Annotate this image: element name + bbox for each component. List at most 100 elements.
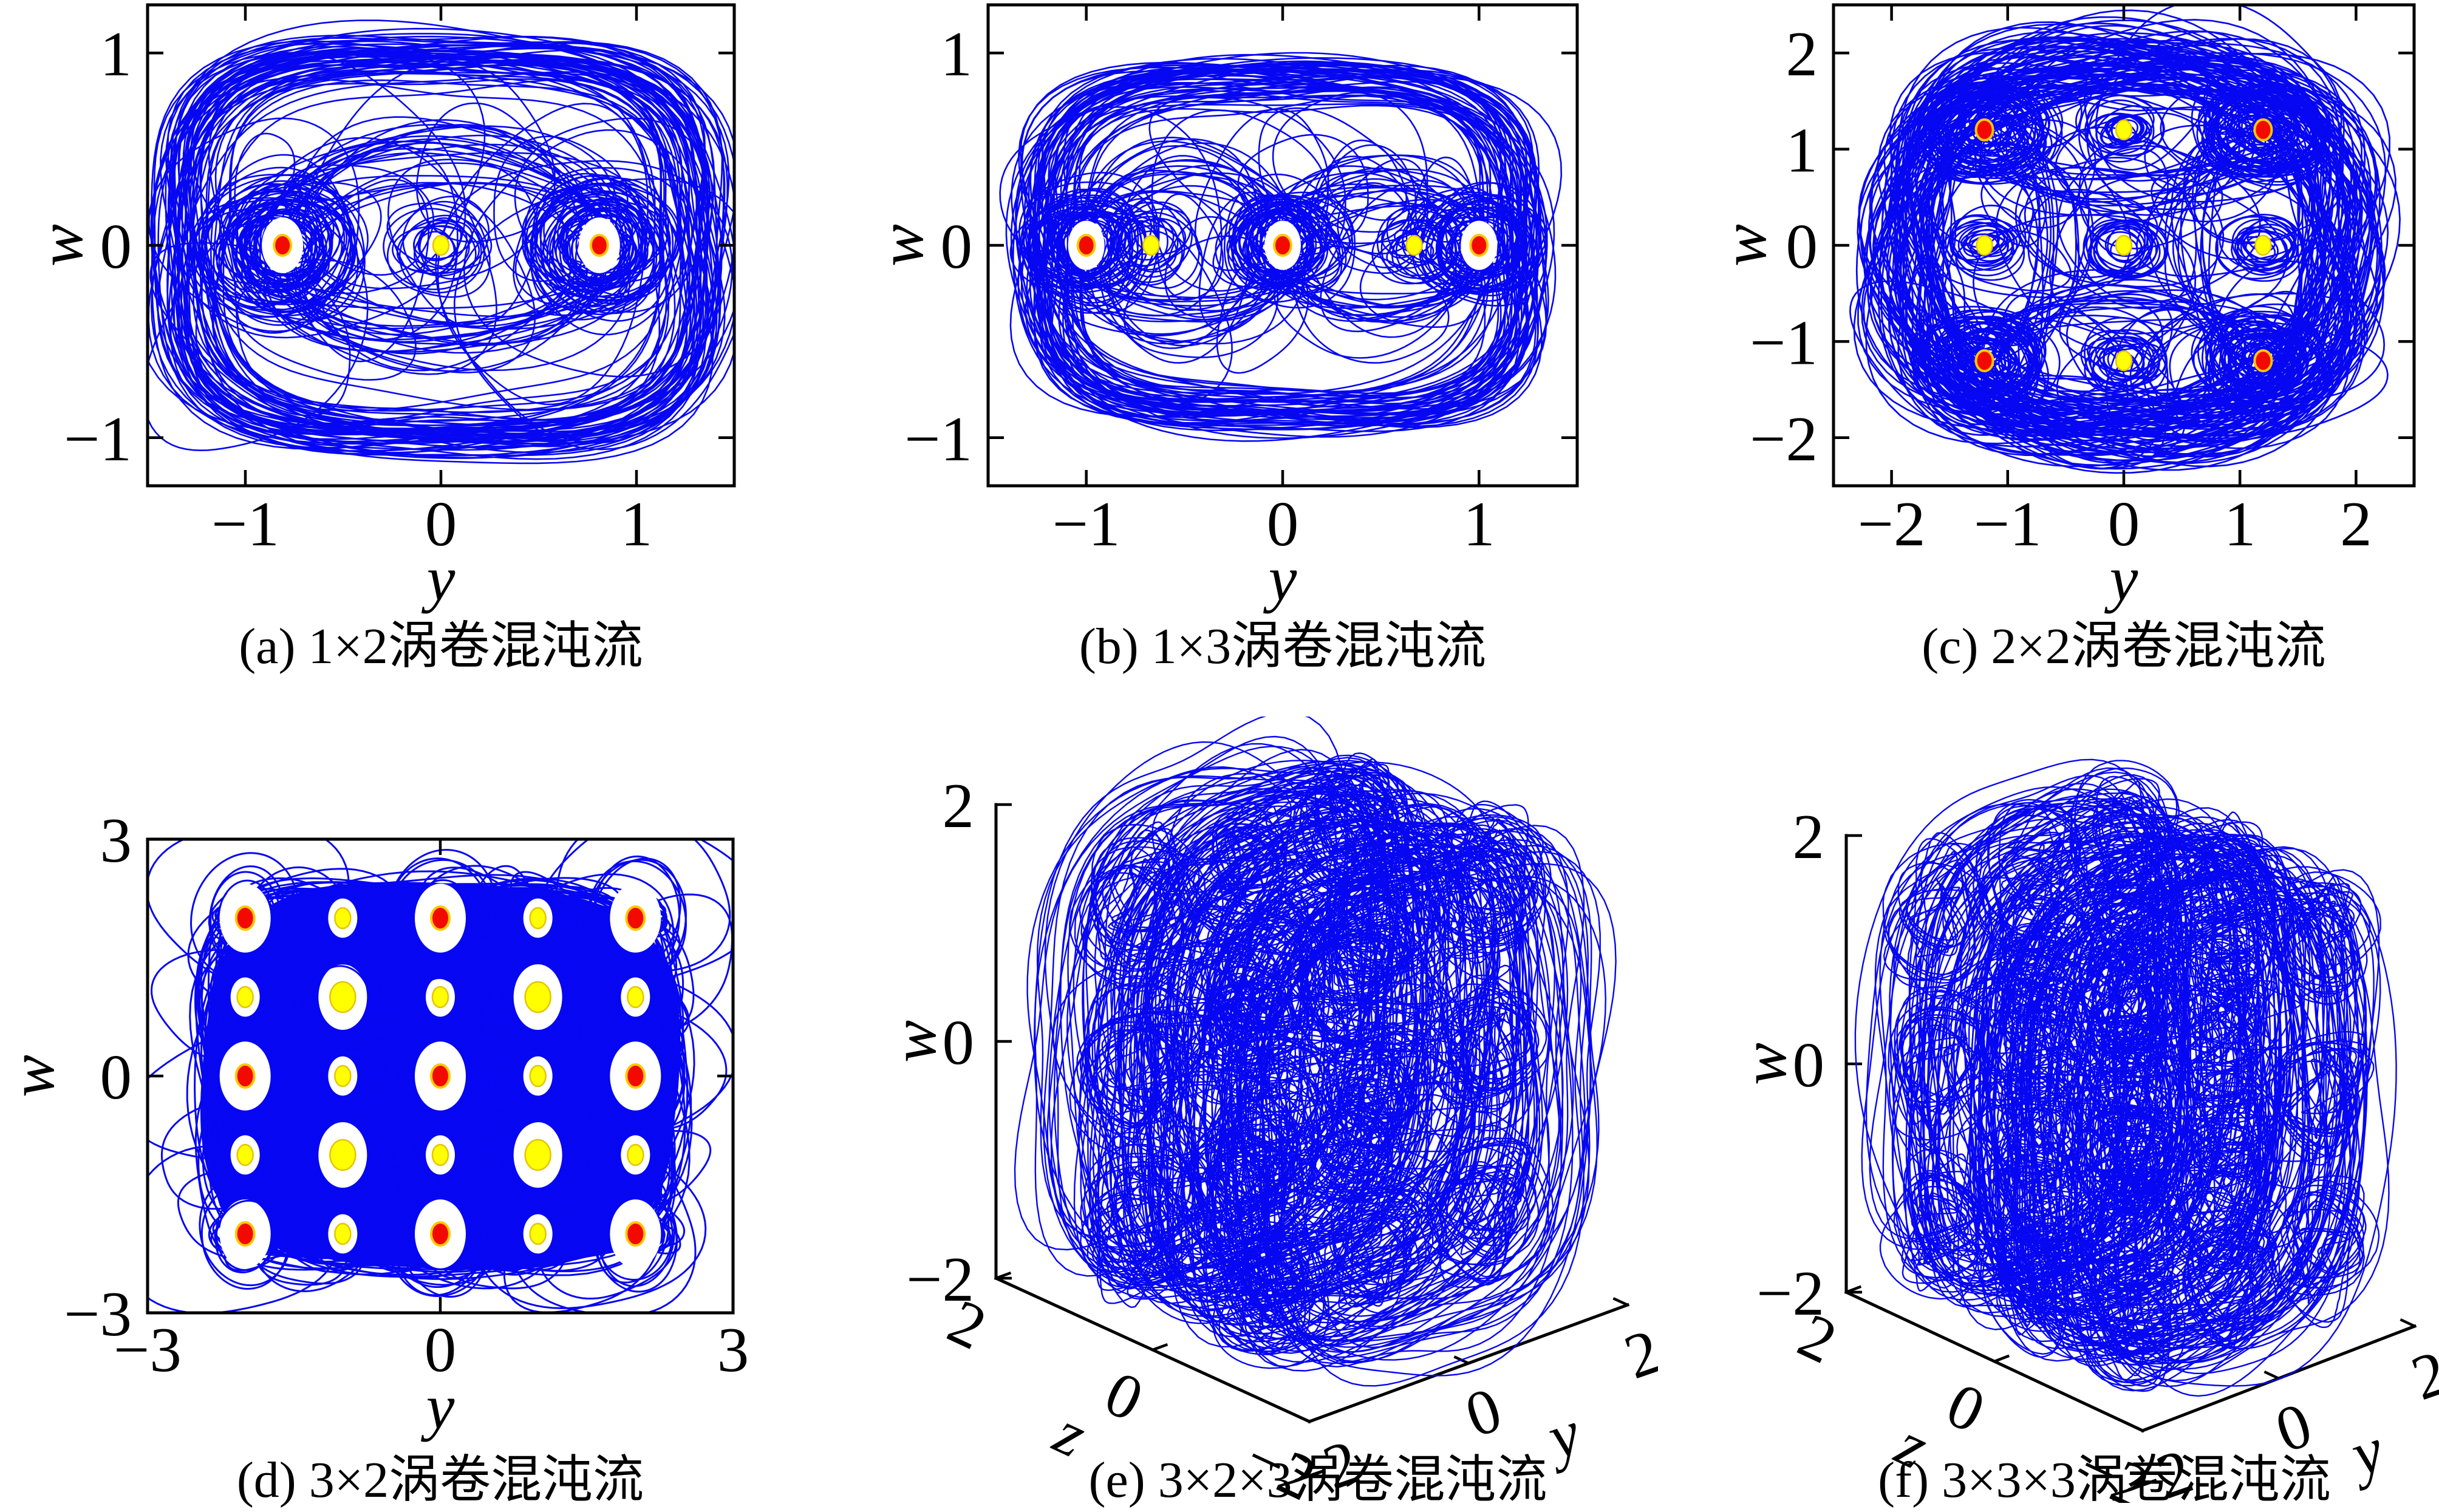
x-tick-label: −3 xyxy=(114,1314,182,1385)
y-tick-label: 2 xyxy=(1786,18,1818,89)
subplot-b-plot: −1 0 1 1 0 −1 y w xyxy=(865,3,1579,614)
subplot-c: −2 −1 0 1 2 2 1 0 −1 −2 y w (c) 2×2涡卷混沌流 xyxy=(1634,0,2439,717)
saddle-point-large xyxy=(524,981,551,1013)
y-axis-label: y xyxy=(2337,1414,2392,1492)
scroll-equilibrium-point xyxy=(430,1063,451,1089)
scroll-equilibrium-point xyxy=(1974,349,1994,373)
x-tick-label: 0 xyxy=(425,1314,457,1385)
tick-marks xyxy=(1834,5,2414,486)
saddle-point xyxy=(432,234,450,256)
x-tick-label: 2 xyxy=(2340,488,2372,559)
equilibrium-points xyxy=(234,905,646,1247)
saddle-point xyxy=(529,1222,547,1245)
y-axis-label: w xyxy=(0,1055,67,1097)
x-tick-label: 0 xyxy=(2108,488,2140,559)
subplot-a: −1 0 1 1 0 −1 y w (a) 1×2涡卷混沌流 xyxy=(0,0,814,717)
y-tick-label: 2 xyxy=(1616,1315,1658,1393)
saddle-point-large xyxy=(329,1139,356,1171)
saddle-point-large xyxy=(329,981,356,1013)
saddle-point xyxy=(431,986,449,1009)
scroll-equilibrium-point xyxy=(625,1221,646,1247)
scroll-equilibrium-point xyxy=(1974,118,1994,141)
subplot-d: −3 0 3 3 0 −3 y w (d) 3×2涡卷混沌流 xyxy=(0,717,814,1508)
saddle-point xyxy=(2115,350,2133,372)
saddle-point xyxy=(627,986,644,1009)
scroll-equilibrium-point xyxy=(589,234,609,257)
y-tick-label: 1 xyxy=(1786,115,1818,186)
w-tick-label: 0 xyxy=(943,1007,975,1078)
saddle-point xyxy=(1976,234,1993,256)
x-axis-label: y xyxy=(2104,543,2138,614)
x-tick-label: 1 xyxy=(2224,488,2256,559)
y-tick-label: 0 xyxy=(100,1041,132,1112)
equilibrium-points xyxy=(1974,118,2273,373)
subplot-d-caption: (d) 3×2涡卷混沌流 xyxy=(236,1452,644,1508)
saddle-point xyxy=(236,1143,254,1166)
y-tick-label: 0 xyxy=(100,211,132,282)
y-tick-label: 3 xyxy=(100,805,132,876)
y-tick-label: 0 xyxy=(1786,211,1818,282)
w-tick-label: 0 xyxy=(1793,1029,1825,1100)
scroll-equilibrium-point xyxy=(1273,234,1292,257)
y-tick-label: −1 xyxy=(904,403,972,474)
trajectory xyxy=(148,19,734,465)
subplot-d-plot: −3 0 3 3 0 −3 y w xyxy=(0,805,749,1442)
subplot-a-plot: −1 0 1 1 0 −1 y w xyxy=(25,3,736,614)
saddle-point xyxy=(334,1064,352,1088)
w-tick-label: 2 xyxy=(1793,801,1825,872)
scroll-equilibrium-point xyxy=(2253,349,2273,373)
scroll-equilibrium-point xyxy=(1076,234,1096,257)
scroll-equilibrium-point xyxy=(1469,234,1489,257)
y-axis-label: w xyxy=(865,224,936,267)
x-tick-label: −1 xyxy=(1974,488,2042,559)
subplot-e-caption: (e) 3×2×3涡卷混沌流 xyxy=(1088,1452,1547,1508)
trajectory-3d xyxy=(1014,717,1617,1387)
saddle-point xyxy=(529,1064,547,1088)
equilibrium-points xyxy=(1076,234,1489,257)
saddle-point xyxy=(2115,119,2133,141)
saddle-point xyxy=(529,907,547,930)
y-tick-label: −2 xyxy=(1750,403,1818,474)
saddle-point xyxy=(334,907,352,930)
scroll-equilibrium-point xyxy=(2253,118,2273,141)
y-axis-label: w xyxy=(1708,224,1779,267)
y-tick-label: 1 xyxy=(100,18,132,89)
w-axis-label: w xyxy=(878,1020,949,1063)
subplot-b: −1 0 1 1 0 −1 y w (b) 1×3涡卷混沌流 xyxy=(814,0,1634,717)
scroll-equilibrium-point xyxy=(273,234,293,257)
tick-marks-3d xyxy=(1846,834,2415,1432)
subplot-f: 2 0 −2 2 0 −2 −2 0 2 w z y (f) 3×3×3涡卷混沌流 xyxy=(1658,717,2439,1508)
saddle-point xyxy=(2115,234,2133,256)
z-tick-label: 0 xyxy=(1936,1369,1995,1446)
scroll-equilibrium-point xyxy=(430,1221,451,1247)
w-tick-label: 2 xyxy=(943,770,975,841)
x-tick-label: 1 xyxy=(621,488,653,559)
w-axis-label: w xyxy=(1728,1043,1799,1085)
trajectory-3d xyxy=(1854,758,2397,1397)
trajectory xyxy=(1849,5,2401,474)
x-tick-label: 1 xyxy=(1463,488,1495,559)
x-tick-label: −1 xyxy=(1052,488,1121,559)
y-tick-label: 2 xyxy=(2403,1337,2439,1414)
equilibrium-points xyxy=(273,234,609,257)
tick-marks xyxy=(146,837,735,1315)
x-axis-label: y xyxy=(421,543,455,614)
y-tick-label: −1 xyxy=(64,403,132,474)
subplot-b-caption: (b) 1×3涡卷混沌流 xyxy=(1079,618,1487,675)
y-axis-label: w xyxy=(25,224,96,267)
x-axis-label: y xyxy=(1263,543,1297,614)
scroll-equilibrium-point xyxy=(234,1221,256,1247)
x-tick-label: −2 xyxy=(1858,488,1926,559)
scroll-equilibrium-point xyxy=(430,905,451,931)
saddle-point xyxy=(1142,234,1160,256)
subplot-e: 2 0 −2 2 0 −2 −2 0 2 w z y (e) 3×2×3涡卷混沌流 xyxy=(850,717,1658,1508)
z-tick-label: 0 xyxy=(1094,1357,1153,1435)
saddle-point xyxy=(627,1143,644,1166)
subplot-a-caption: (a) 1×2涡卷混沌流 xyxy=(239,618,643,675)
saddle-point xyxy=(236,986,254,1009)
x-tick-label: −1 xyxy=(211,488,279,559)
scroll-equilibrium-point xyxy=(625,905,646,931)
x-tick-label: 0 xyxy=(1267,488,1299,559)
saddle-point xyxy=(1405,234,1423,256)
